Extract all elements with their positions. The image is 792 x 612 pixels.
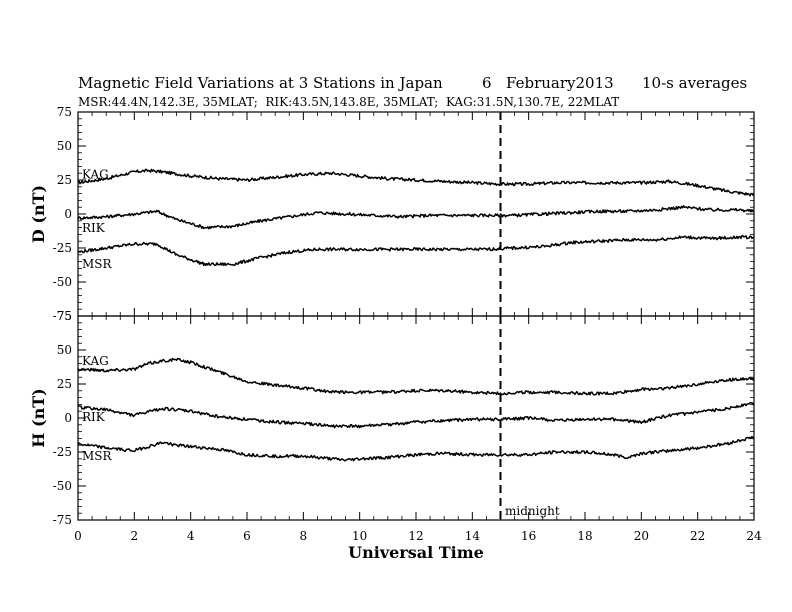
xtick-label: 20 [634,529,649,543]
h-ylabel: H (nT) [29,388,48,447]
d-ytick-label: 0 [64,207,72,221]
h-ytick-label: 75 [57,309,72,323]
xtick-label: 24 [746,529,762,543]
chart-date: February2013 [506,74,614,92]
d-label-rik: RIK [82,221,106,235]
xtick-label: 10 [352,529,367,543]
xtick-label: 0 [74,529,82,543]
xtick-label: 2 [131,529,139,543]
midnight-label: midnight [505,504,560,518]
d-ytick-label: 50 [57,139,72,153]
h-ytick-label: 50 [57,343,72,357]
xtick-label: 8 [300,529,308,543]
h-panel-frame [77,315,755,521]
d-ytick-label: 75 [57,105,72,119]
station-coordinates: MSR:44.4N,142.3E, 35MLAT; RIK:43.5N,143.… [78,95,619,109]
xtick-label: 18 [577,529,592,543]
chart-day: 6 [482,74,492,92]
h-ytick-label: -50 [53,479,72,493]
h-ytick-label: -25 [53,445,72,459]
d-ytick-label: -75 [53,309,72,323]
chart-averaging: 10-s averages [642,74,747,92]
h-ytick-label: 25 [57,377,72,391]
xtick-label: 12 [408,529,423,543]
d-label-kag: KAG [82,168,109,182]
h-series-msr [77,435,755,462]
h-label-msr: MSR [82,449,113,463]
h-label-kag: KAG [82,354,109,368]
chart-title: Magnetic Field Variations at 3 Stations … [78,74,443,92]
d-ytick-label: -50 [53,275,72,289]
h-series-rik [77,401,755,429]
xtick-label: 22 [690,529,705,543]
panel-declination: -75 -50 -25 0 25 50 75 D (nT) KAG RIK MSR [29,105,755,323]
d-ylabel: D (nT) [29,185,48,243]
d-ytick-label: -25 [53,241,72,255]
h-label-rik: RIK [82,410,106,424]
d-ytick-label: 25 [57,173,72,187]
d-panel-frame [77,111,755,317]
d-label-msr: MSR [82,257,113,271]
xtick-label: 4 [187,529,195,543]
xtick-label: 16 [521,529,536,543]
xaxis-label: Universal Time [348,543,484,562]
xtick-label: 6 [243,529,251,543]
h-series-kag [77,357,755,396]
d-series-rik [77,205,755,230]
xtick-label: 14 [465,529,481,543]
h-ytick-label: 0 [64,411,72,425]
d-series-kag [77,168,755,197]
d-series-msr [77,234,755,267]
h-ytick-label: -75 [53,513,72,527]
